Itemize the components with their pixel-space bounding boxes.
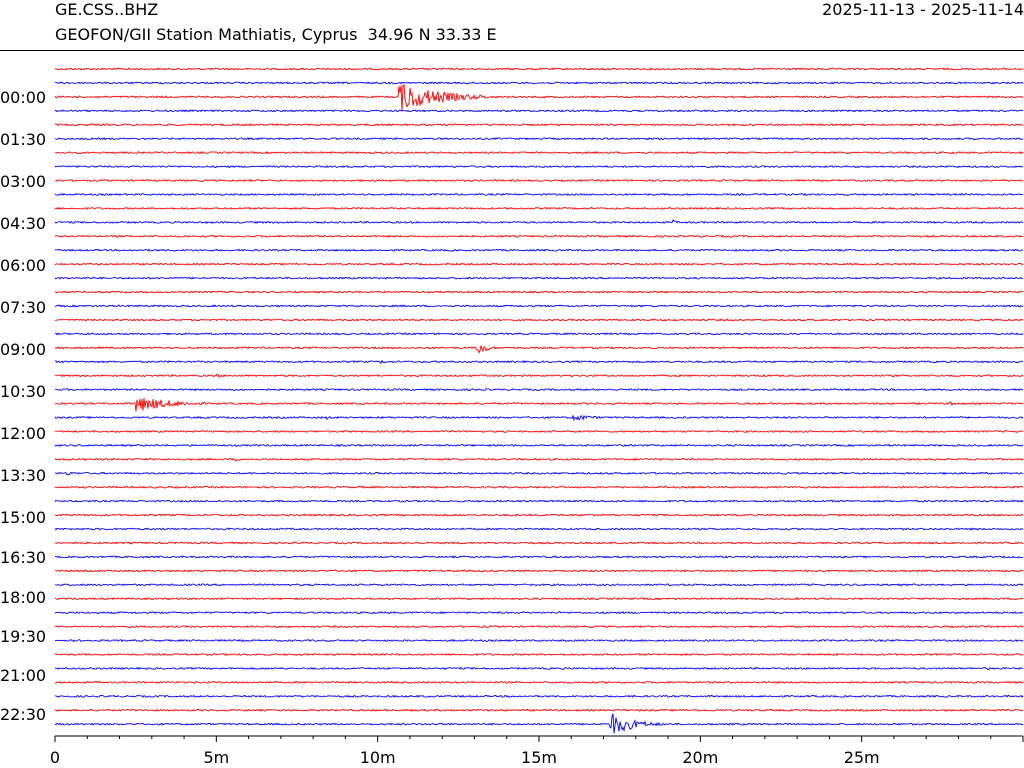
trace-43 <box>54 666 1024 671</box>
date-range-label: 2025-11-13 - 2025-11-14 <box>822 0 1024 19</box>
time-label: 16:30 <box>0 548 46 567</box>
trace-21 <box>54 359 1024 364</box>
trace-1 <box>54 81 1024 85</box>
x-tick-label: 0 <box>50 748 60 767</box>
trace-41 <box>54 638 1024 643</box>
time-label: 04:30 <box>0 214 46 233</box>
time-label: 00:00 <box>0 88 46 107</box>
x-tick-label: 10m <box>360 748 396 767</box>
time-label: 10:30 <box>0 382 46 401</box>
trace-18 <box>54 318 1024 322</box>
trace-group <box>54 67 1024 734</box>
time-label: 19:30 <box>0 627 46 646</box>
time-label: 07:30 <box>0 298 46 317</box>
trace-32 <box>54 513 1024 517</box>
time-label: 13:30 <box>0 466 46 485</box>
time-label: 03:00 <box>0 172 46 191</box>
header-divider <box>0 50 1024 51</box>
trace-7 <box>54 164 1024 169</box>
trace-23 <box>54 387 1024 392</box>
trace-44 <box>54 680 1024 685</box>
trace-24 <box>54 397 1024 412</box>
trace-19 <box>54 332 1024 336</box>
minutes-axis: 0 5m 10m 15m 20m 25m <box>50 735 1024 767</box>
trace-2 <box>54 84 1024 112</box>
time-label: 22:30 <box>0 705 46 724</box>
trace-28 <box>54 457 1024 462</box>
trace-20 <box>54 345 1024 354</box>
trace-39 <box>54 611 1024 615</box>
time-label: 06:00 <box>0 256 46 275</box>
trace-26 <box>54 429 1024 434</box>
trace-22 <box>54 373 1024 378</box>
trace-10 <box>54 206 1024 211</box>
x-tick-label: 25m <box>844 748 880 767</box>
trace-31 <box>54 499 1024 503</box>
station-description-label: GEOFON/GII Station Mathiatis, Cyprus 34.… <box>55 25 497 44</box>
trace-42 <box>54 652 1024 657</box>
trace-38 <box>54 597 1024 601</box>
trace-9 <box>54 192 1024 196</box>
time-label: 01:30 <box>0 130 46 149</box>
trace-4 <box>54 123 1024 127</box>
x-tick-label: 5m <box>203 748 229 767</box>
trace-46 <box>54 708 1024 712</box>
trace-13 <box>54 248 1024 252</box>
trace-6 <box>54 151 1024 155</box>
trace-11 <box>54 219 1024 224</box>
trace-0 <box>54 67 1024 71</box>
time-axis-labels: 00:00 01:30 03:00 04:30 06:00 07:30 09:00 10:30… <box>0 88 46 724</box>
trace-16 <box>54 290 1024 294</box>
trace-8 <box>54 178 1024 183</box>
trace-34 <box>54 541 1024 545</box>
trace-35 <box>54 555 1024 559</box>
trace-5 <box>54 137 1024 141</box>
trace-30 <box>54 485 1024 489</box>
time-label: 18:00 <box>0 588 46 607</box>
trace-12 <box>54 234 1024 238</box>
time-label: 15:00 <box>0 508 46 527</box>
trace-40 <box>54 624 1024 629</box>
trace-37 <box>54 583 1024 587</box>
trace-36 <box>54 569 1024 573</box>
trace-29 <box>54 471 1024 476</box>
trace-25 <box>54 414 1024 422</box>
trace-14 <box>54 262 1024 266</box>
x-tick-label: 20m <box>682 748 718 767</box>
time-label: 09:00 <box>0 340 46 359</box>
trace-47 <box>54 713 1024 734</box>
trace-45 <box>54 694 1024 698</box>
time-label: 12:00 <box>0 424 46 443</box>
trace-27 <box>54 443 1024 447</box>
time-label: 21:00 <box>0 666 46 685</box>
x-tick-label: 15m <box>521 748 557 767</box>
trace-3 <box>54 109 1024 113</box>
station-code-label: GE.CSS..BHZ <box>55 0 159 19</box>
trace-33 <box>54 527 1024 531</box>
trace-15 <box>54 276 1024 280</box>
trace-17 <box>54 304 1024 308</box>
